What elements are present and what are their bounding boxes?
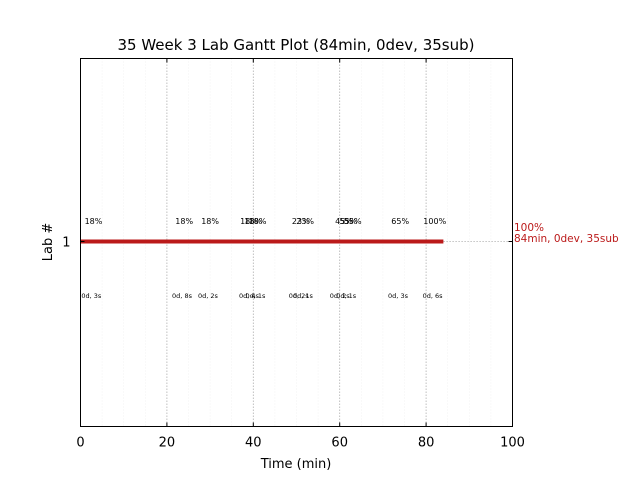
progress-annotation: 18% bbox=[201, 217, 219, 226]
duration-annotation: 0d, 1s bbox=[293, 292, 314, 300]
duration-annotation: 0d, 2s bbox=[289, 292, 310, 300]
x-tick-label: 60 bbox=[331, 436, 348, 451]
duration-annotation: 0d, 1s bbox=[245, 292, 266, 300]
progress-annotation: 23% bbox=[292, 217, 310, 226]
gantt-bar-lab-1 bbox=[80, 239, 444, 244]
chart-title: 35 Week 3 Lab Gantt Plot (84min, 0dev, 3… bbox=[117, 36, 474, 54]
progress-annotation: 18% bbox=[249, 217, 267, 226]
x-tick-label: 0 bbox=[76, 436, 84, 451]
progress-annotation: 45% bbox=[335, 217, 353, 226]
duration-annotation: 0d, 2s bbox=[330, 292, 351, 300]
gantt-bars bbox=[80, 239, 444, 244]
duration-annotation: 0d, 3s bbox=[81, 292, 102, 300]
y-tick-label: 1 bbox=[62, 236, 70, 251]
progress-annotation: 23% bbox=[296, 217, 314, 226]
x-axis-label: Time (min) bbox=[260, 457, 332, 472]
progress-annotation: 100% bbox=[423, 217, 446, 226]
duration-annotation: 0d, 4s bbox=[239, 292, 260, 300]
x-tick-label: 80 bbox=[418, 436, 435, 451]
final-annotation-summary: 84min, 0dev, 35sub bbox=[514, 233, 619, 245]
progress-annotation: 18% bbox=[244, 217, 262, 226]
duration-annotation: 0d, 1s bbox=[336, 292, 357, 300]
duration-annotation: 0d, 3s bbox=[388, 292, 409, 300]
duration-annotation: 0d, 2s bbox=[198, 292, 219, 300]
progress-annotation: 65% bbox=[391, 217, 409, 226]
progress-annotation: 55% bbox=[339, 217, 357, 226]
y-axis-ticks: 1 bbox=[62, 236, 513, 251]
annotations: 18% 18% 18% 18%18%18% 23%23% 45%55%55% 65% 100%… bbox=[81, 217, 446, 300]
progress-annotation: 18% bbox=[175, 217, 193, 226]
y-axis-label: Lab # bbox=[41, 223, 56, 262]
duration-annotation: 0d, 8s bbox=[172, 292, 193, 300]
progress-annotation: 18% bbox=[240, 217, 258, 226]
duration-annotation: 0d, 6s bbox=[423, 292, 444, 300]
x-axis-ticks: 0 20 40 60 80 100 bbox=[76, 58, 525, 451]
x-tick-label: 100 bbox=[500, 436, 525, 451]
progress-annotation: 18% bbox=[85, 217, 103, 226]
progress-annotation: 55% bbox=[344, 217, 362, 226]
x-tick-label: 20 bbox=[159, 436, 176, 451]
final-annotation-percent: 100% bbox=[514, 222, 544, 234]
plot-frame bbox=[80, 58, 513, 427]
x-tick-label: 40 bbox=[245, 436, 262, 451]
